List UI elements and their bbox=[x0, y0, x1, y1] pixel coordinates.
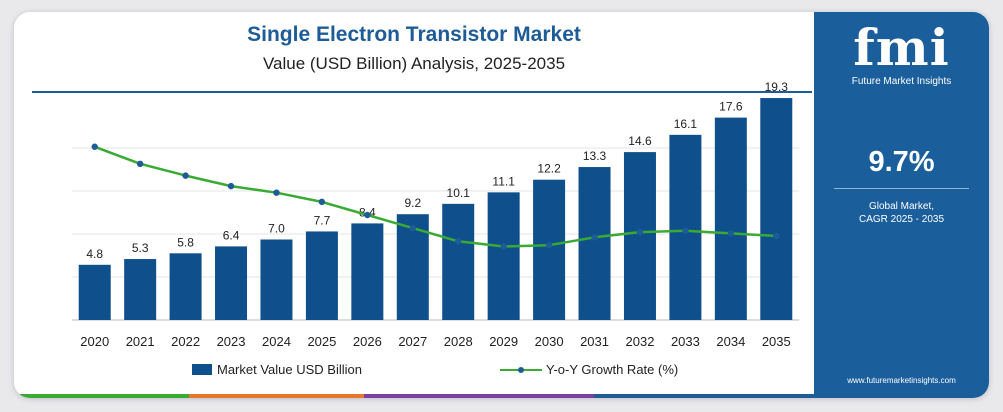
growth-point-2032 bbox=[636, 228, 644, 236]
bar-2025 bbox=[305, 231, 338, 320]
chart-title: Single Electron Transistor Market bbox=[247, 23, 581, 46]
x-tick-label: 2033 bbox=[671, 334, 700, 349]
bar-2033 bbox=[669, 134, 702, 320]
legend-bar-swatch bbox=[192, 364, 212, 375]
bar-value-label: 7.0 bbox=[268, 222, 285, 236]
bar-value-label: 11.1 bbox=[492, 174, 515, 188]
bar-2035 bbox=[760, 98, 793, 320]
growth-point-2034 bbox=[727, 230, 735, 237]
x-tick-label: 2026 bbox=[353, 334, 382, 349]
cagr-caption-line2: CAGR 2025 - 2035 bbox=[858, 214, 945, 225]
bar-2032 bbox=[623, 152, 656, 320]
cagr-caption-line1: Global Market, bbox=[868, 201, 935, 212]
growth-point-2029 bbox=[500, 243, 507, 250]
legend-line-label: Y-o-Y Growth Rate (%) bbox=[546, 362, 679, 377]
x-tick-label: 2031 bbox=[580, 334, 609, 349]
x-tick-label: 2035 bbox=[762, 334, 791, 349]
legend-line-entry: Y-o-Y Growth Rate (%) bbox=[500, 362, 678, 377]
growth-point-2031 bbox=[591, 234, 598, 241]
growth-point-2025 bbox=[318, 198, 326, 206]
sidebar-divider bbox=[834, 188, 969, 189]
chart-plot: 4.8 2020 5.3 2021 5.8 2022 6.4 2023 7.0 2024 7.7 20… bbox=[72, 80, 799, 349]
website-url: www.futuremarketinsights.com bbox=[847, 376, 956, 385]
bar-2026 bbox=[351, 223, 384, 320]
x-tick-label: 2025 bbox=[307, 334, 336, 349]
bar-2023 bbox=[215, 246, 248, 320]
bottom-bar-segment bbox=[14, 394, 189, 398]
growth-point-2021 bbox=[136, 160, 144, 168]
bar-value-label: 9.2 bbox=[404, 196, 421, 210]
growth-point-2033 bbox=[682, 227, 689, 234]
growth-rate-line bbox=[94, 145, 777, 248]
bar-value-label: 6.4 bbox=[223, 228, 240, 242]
chart-subtitle: Value (USD Billion) Analysis, 2025-2035 bbox=[262, 54, 566, 73]
bar-value-label: 7.7 bbox=[314, 213, 331, 227]
bottom-bar-segment bbox=[364, 394, 594, 398]
bar-2030 bbox=[533, 179, 566, 320]
x-tick-label: 2032 bbox=[626, 334, 655, 349]
x-tick-label: 2028 bbox=[444, 334, 473, 349]
growth-point-2035 bbox=[773, 232, 780, 240]
x-tick-label: 2030 bbox=[535, 334, 564, 349]
x-tick-label: 2022 bbox=[171, 334, 200, 349]
infographic-card: Single Electron Transistor Market Value … bbox=[14, 12, 989, 398]
legend-bar-label: Market Value USD Billion bbox=[217, 362, 362, 377]
x-tick-label: 2020 bbox=[80, 334, 109, 349]
x-tick-label: 2029 bbox=[489, 334, 518, 349]
growth-point-2022 bbox=[182, 172, 189, 179]
bar-value-label: 5.3 bbox=[132, 241, 149, 255]
bar-2028 bbox=[442, 203, 475, 320]
bar-value-label: 13.3 bbox=[583, 149, 607, 163]
x-tick-label: 2034 bbox=[716, 334, 745, 349]
x-tick-label: 2027 bbox=[398, 334, 427, 349]
growth-point-2024 bbox=[273, 189, 280, 196]
cagr-value: 9.7% bbox=[868, 146, 935, 178]
logo-subtext: Future Market Insights bbox=[851, 76, 952, 87]
bar-value-label: 12.2 bbox=[537, 162, 561, 176]
growth-point-2028 bbox=[455, 238, 462, 245]
title-divider bbox=[32, 91, 812, 93]
growth-point-2023 bbox=[227, 182, 235, 190]
legend-line-swatch bbox=[500, 366, 542, 373]
bar-value-label: 19.3 bbox=[765, 80, 789, 94]
bar-2029 bbox=[487, 192, 520, 320]
cagr-caption: Global Market, CAGR 2025 - 2035 bbox=[814, 200, 989, 226]
fmi-logo: fmi bbox=[853, 18, 950, 77]
x-tick-label: 2024 bbox=[262, 334, 291, 349]
bar-2031 bbox=[578, 167, 611, 320]
chart-area: Single Electron Transistor Market Value … bbox=[14, 12, 814, 398]
sidebar-panel: fmi Future Market Insights 9.7% Global M… bbox=[814, 12, 989, 398]
bar-2021 bbox=[124, 259, 157, 320]
bar-value-label: 10.1 bbox=[447, 186, 471, 200]
bar-value-label: 16.1 bbox=[674, 117, 698, 131]
bar-2020 bbox=[78, 264, 111, 320]
bottom-bar-segment bbox=[189, 394, 364, 398]
growth-point-2030 bbox=[545, 241, 553, 249]
bar-value-label: 5.8 bbox=[177, 235, 194, 249]
bar-value-label: 4.8 bbox=[86, 247, 103, 261]
bar-value-label: 17.6 bbox=[719, 100, 743, 114]
growth-point-2020 bbox=[91, 143, 98, 150]
x-tick-label: 2023 bbox=[217, 334, 246, 349]
x-tick-label: 2021 bbox=[126, 334, 155, 349]
bottom-bar-segment bbox=[594, 394, 814, 398]
bottom-color-bar bbox=[14, 394, 814, 398]
bar-value-label: 14.6 bbox=[628, 134, 652, 148]
bar-2024 bbox=[260, 239, 293, 320]
bar-2034 bbox=[714, 117, 747, 320]
growth-point-2027 bbox=[409, 224, 416, 232]
legend-bar-entry: Market Value USD Billion bbox=[192, 362, 362, 377]
growth-point-2026 bbox=[364, 211, 371, 219]
bar-2022 bbox=[169, 253, 202, 320]
